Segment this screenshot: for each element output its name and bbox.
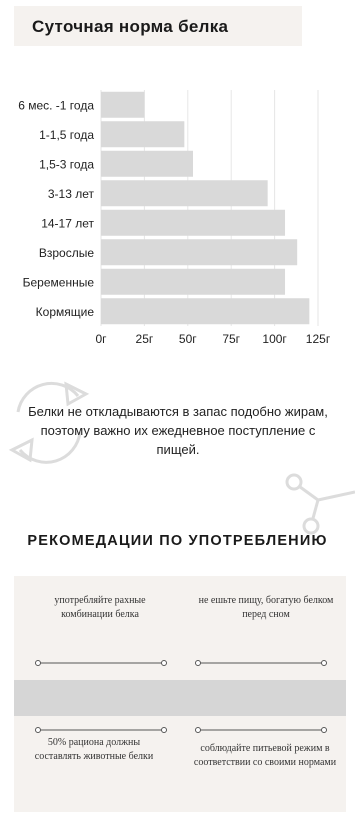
x-tick-label: 50г bbox=[179, 332, 197, 346]
recommendation-card-2: не ешьте пищу, богатую белком перед сном bbox=[198, 595, 334, 620]
recommendation-card-3: 50% рациона должны составлять животные б… bbox=[34, 737, 154, 762]
bar bbox=[101, 121, 185, 148]
bar bbox=[101, 150, 194, 177]
recommendation-card-4: соблюдайте питьевой режим в соответствии… bbox=[193, 743, 337, 768]
title-banner: Суточная норма белка bbox=[14, 6, 302, 46]
category-label: 1,5-3 года bbox=[39, 157, 94, 171]
category-label: 6 мес. -1 года bbox=[18, 98, 94, 112]
category-label: Кормящие bbox=[36, 305, 95, 319]
bar bbox=[101, 298, 310, 325]
connector-line-2 bbox=[195, 660, 327, 666]
category-label: Беременные bbox=[23, 275, 95, 289]
x-tick-label: 75г bbox=[222, 332, 240, 346]
divider-band bbox=[14, 680, 346, 716]
recommendation-card-1: употребляйте рахные комбинации белка bbox=[54, 595, 146, 620]
recycle-arrows-icon bbox=[8, 381, 90, 464]
category-label: Взрослые bbox=[39, 246, 94, 260]
connector-line-3 bbox=[35, 727, 167, 733]
connector-line-1 bbox=[35, 660, 167, 666]
page-title: Суточная норма белка bbox=[32, 17, 229, 36]
bar bbox=[101, 239, 298, 266]
x-tick-label: 100г bbox=[262, 332, 287, 346]
x-tick-label: 25г bbox=[136, 332, 154, 346]
recommendations-title: РЕКОМЕДАЦИИ ПО УПОТРЕБЛЕНИЮ bbox=[27, 533, 328, 549]
protein-note: Белки не откладываются в запас подобно ж… bbox=[28, 404, 328, 457]
bar bbox=[101, 180, 268, 207]
category-label: 1-1,5 года bbox=[39, 128, 94, 142]
connector-line-4 bbox=[195, 727, 327, 733]
protein-bar-chart: 6 мес. -1 года 1-1,5 года 1,5-3 года 3-13 л… bbox=[18, 90, 331, 346]
category-label: 14-17 лет bbox=[41, 216, 94, 230]
node-branch-icon bbox=[285, 473, 355, 535]
x-tick-label: 125г bbox=[306, 332, 331, 346]
bar bbox=[101, 209, 286, 236]
x-tick-label: 0г bbox=[95, 332, 107, 346]
bar bbox=[101, 91, 145, 118]
bar bbox=[101, 268, 286, 295]
category-label: 3-13 лет bbox=[48, 187, 95, 201]
